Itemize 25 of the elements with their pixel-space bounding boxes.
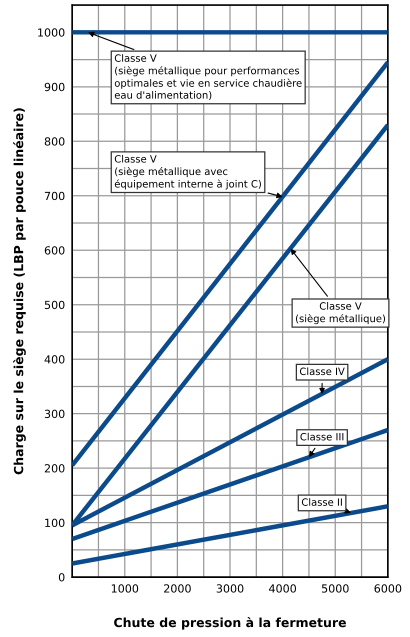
annotation: Classe V (siège métallique) <box>296 302 386 324</box>
x-tick-label: 3000 <box>216 584 244 593</box>
annotation: Classe III <box>300 432 344 440</box>
y-tick-label: 600 <box>44 246 64 255</box>
y-tick-label: 700 <box>44 192 64 200</box>
y-tick-label: 1000 <box>38 28 64 37</box>
y-axis-title: Charge sur le siège requise (LBP par pouce linéaire) <box>13 108 26 474</box>
x-tick-label: 5000 <box>322 584 349 593</box>
x-tick-label: 1000 <box>112 584 138 593</box>
annotation: Classe V (siège métallique pour performances optimales et vie en service chaudière eau d'alimentation) <box>114 54 302 100</box>
y-tick-label: 800 <box>44 137 64 146</box>
y-tick-label: 200 <box>44 464 64 473</box>
annotation: Classe II <box>302 498 342 506</box>
annotation: Classe IV <box>300 367 345 376</box>
y-tick-label: 300 <box>44 410 64 418</box>
x-tick-label: 4000 <box>269 584 296 593</box>
y-tick-label: 500 <box>44 300 64 310</box>
y-tick-label: 100 <box>45 518 64 528</box>
annotation: Classe V (siège métallique avec équipement interne à joint C) <box>114 154 261 190</box>
y-tick-label: 400 <box>44 355 64 364</box>
x-tick-label: 6000 <box>374 584 402 593</box>
x-axis-title: Chute de pression à la fermeture <box>114 617 346 630</box>
x-tick-label: 2000 <box>164 584 191 593</box>
y-tick-label: 0 <box>58 573 64 582</box>
y-tick-label: 900 <box>44 82 64 92</box>
